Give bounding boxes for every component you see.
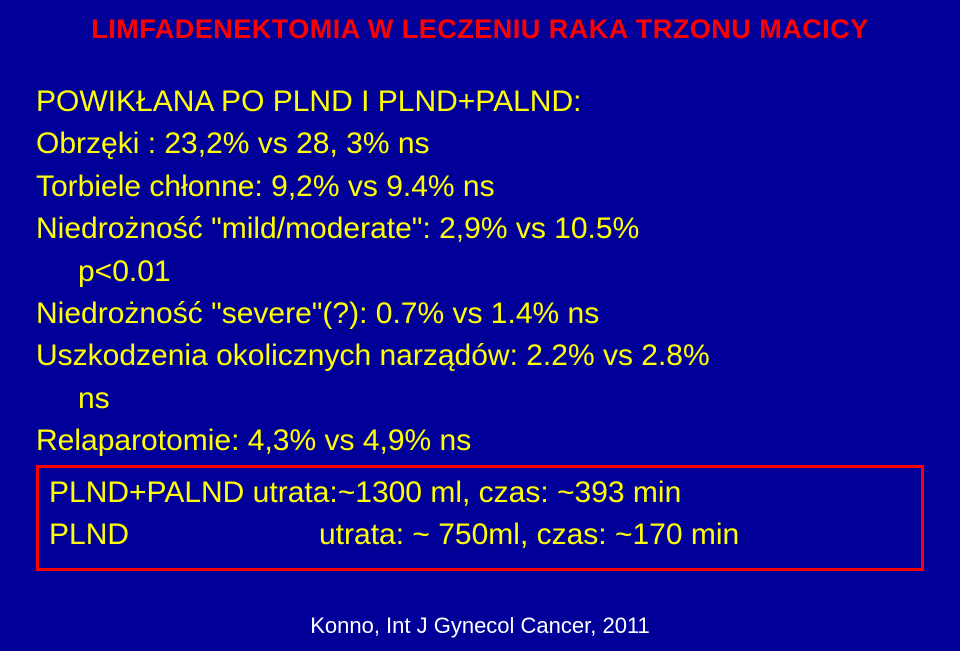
slide-title: LIMFADENEKTOMIA W LECZENIU RAKA TRZONU M…	[36, 14, 924, 45]
line-organ-damage: Uszkodzenia okolicznych narządów: 2.2% v…	[36, 337, 924, 375]
slide: LIMFADENEKTOMIA W LECZENIU RAKA TRZONU M…	[0, 0, 960, 651]
line-relaparotomy: Relaparotomie: 4,3% vs 4,9% ns	[36, 422, 924, 460]
line-obstruction-mild: Niedrożność "mild/moderate": 2,9% vs 10.…	[36, 210, 924, 248]
line-edema: Obrzęki : 23,2% vs 28, 3% ns	[36, 125, 924, 163]
highlight-line-2: PLNDutrata: ~ 750ml, czas: ~170 min	[49, 516, 911, 554]
highlight-box: PLND+PALND utrata:~1300 ml, czas: ~393 m…	[36, 465, 924, 572]
highlight-line-2-label: PLND	[49, 516, 319, 554]
line-lymphocysts: Torbiele chłonne: 9,2% vs 9.4% ns	[36, 168, 924, 206]
citation-footer: Konno, Int J Gynecol Cancer, 2011	[0, 613, 960, 639]
line-complications-header: POWIKŁANA PO PLND I PLND+PALND:	[36, 83, 924, 121]
line-organ-damage-ns: ns	[36, 380, 924, 418]
line-obstruction-severe: Niedrożność "severe"(?): 0.7% vs 1.4% ns	[36, 295, 924, 333]
line-obstruction-mild-p: p<0.01	[36, 253, 924, 291]
slide-body: POWIKŁANA PO PLND I PLND+PALND: Obrzęki …	[36, 83, 924, 571]
highlight-line-2-value: utrata: ~ 750ml, czas: ~170 min	[319, 518, 739, 551]
highlight-line-1: PLND+PALND utrata:~1300 ml, czas: ~393 m…	[49, 474, 911, 512]
